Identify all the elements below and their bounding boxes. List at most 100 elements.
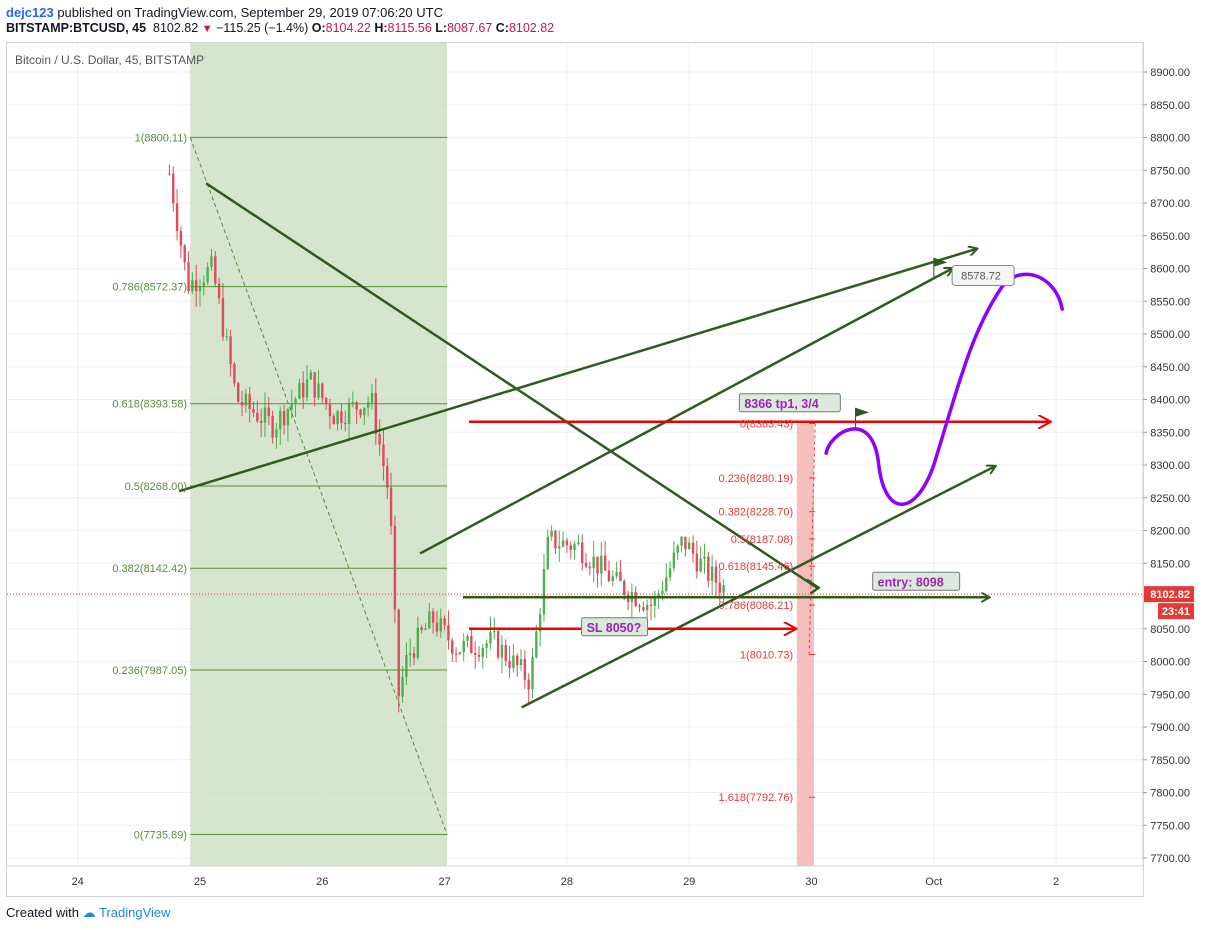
candle-up: [191, 280, 194, 292]
trend-line: [178, 249, 976, 493]
candle-down: [340, 411, 343, 424]
trend-arrow-tip: [805, 578, 821, 595]
candle-up: [263, 407, 267, 423]
candle-down: [214, 256, 217, 284]
candle-up: [363, 407, 366, 416]
candle-up: [294, 398, 297, 404]
time-tick-label: Oct: [925, 876, 942, 888]
candle-down: [168, 173, 171, 175]
fib-left-label: 0.382(8142.42): [112, 563, 187, 575]
candle-down: [321, 383, 324, 399]
candle-up: [370, 392, 374, 403]
fib-left-label: 0.786(8572.37): [112, 282, 187, 294]
candle-up: [600, 555, 603, 574]
candle-up: [481, 647, 485, 657]
candle-down: [470, 636, 473, 654]
grid: [7, 43, 1143, 866]
candle-down: [638, 606, 641, 608]
candle-down: [175, 203, 179, 231]
price-tick-label: 7900.00: [1150, 722, 1190, 734]
price-tick-label: 8400.00: [1150, 395, 1190, 407]
candle-up: [542, 568, 546, 615]
fib-right-label: 1.618(7792.76): [719, 792, 794, 804]
candle-down: [344, 423, 347, 425]
candle-up: [401, 676, 404, 697]
entry-label: entry: 8098: [878, 575, 944, 589]
price-tick-label: 8250.00: [1150, 493, 1190, 505]
tp-flag-icon: [855, 407, 870, 429]
price-tick-label: 7700.00: [1150, 853, 1190, 865]
candle-up: [546, 536, 549, 569]
fib-right-label: 0.382(8228.70): [719, 507, 794, 519]
candle-up: [688, 542, 691, 550]
candle-up: [699, 558, 702, 572]
candles: [168, 164, 725, 713]
time-tick-label: 27: [438, 876, 450, 888]
open-value: 8104.22: [325, 21, 371, 35]
candle-up: [611, 576, 614, 582]
candle-up: [305, 379, 309, 398]
publish-text: published on TradingView.com, September …: [53, 5, 443, 20]
candle-down: [282, 410, 286, 426]
candle-up: [279, 410, 282, 430]
candle-down: [623, 581, 626, 595]
sl-label: SL 8050?: [587, 621, 642, 635]
candle-down: [443, 618, 446, 626]
fib-right-trend: [808, 423, 816, 655]
candle-down: [504, 644, 507, 661]
countdown-badge: [1158, 603, 1194, 620]
candle-down: [332, 416, 335, 425]
candle-down: [389, 487, 393, 526]
candle-up: [531, 657, 534, 690]
price-tick-label: 8800.00: [1150, 133, 1190, 145]
fib-right-label: 0(8363.43): [740, 418, 793, 430]
candle-down: [194, 280, 198, 292]
time-tick-label: 30: [805, 876, 817, 888]
candle-down: [412, 653, 416, 658]
candle-up: [206, 267, 209, 283]
candle-down: [642, 607, 645, 611]
candle-down: [607, 570, 611, 582]
tradingview-logo-text[interactable]: TradingView: [99, 905, 171, 920]
candle-up: [317, 383, 320, 398]
candle-up: [661, 590, 664, 594]
candle-up: [351, 402, 355, 404]
author-link[interactable]: dejc123: [6, 5, 54, 20]
price-tick-label: 8850.00: [1150, 100, 1190, 112]
sl-label-box: [581, 617, 649, 637]
candle-up: [309, 372, 313, 380]
candle-down: [259, 421, 263, 423]
candle-up: [645, 604, 649, 611]
time-tick-label: 26: [316, 876, 328, 888]
price-tick-label: 7850.00: [1150, 755, 1190, 767]
price-tick-label: 8300.00: [1150, 460, 1190, 472]
candle-down: [221, 298, 225, 337]
candle-up: [519, 659, 523, 665]
candle-up: [244, 394, 248, 406]
candle-down: [695, 553, 699, 572]
current-price-badge: [1144, 586, 1194, 603]
candle-down: [707, 556, 710, 581]
price-tick-label: 8200.00: [1150, 526, 1190, 538]
price-tick-label: 8600.00: [1150, 264, 1190, 276]
candle-up: [416, 627, 420, 658]
candle-down: [454, 653, 458, 655]
candle-up: [722, 585, 725, 593]
candle-down: [527, 679, 530, 690]
candle-up: [577, 542, 580, 545]
candle-down: [248, 394, 251, 409]
candle-down: [554, 530, 557, 549]
candle-up: [710, 566, 714, 581]
candle-down: [420, 627, 423, 631]
last-price: 8102.82: [153, 21, 199, 35]
candle-up: [458, 652, 462, 655]
target-label-box: [951, 264, 1015, 286]
candle-down: [217, 283, 221, 299]
candle-up: [665, 577, 668, 591]
candle-down: [382, 444, 385, 467]
fib-right-label: 0.786(8086.21): [719, 600, 794, 612]
candle-up: [485, 643, 488, 648]
candle-down: [271, 415, 274, 438]
candle-up: [550, 530, 553, 537]
